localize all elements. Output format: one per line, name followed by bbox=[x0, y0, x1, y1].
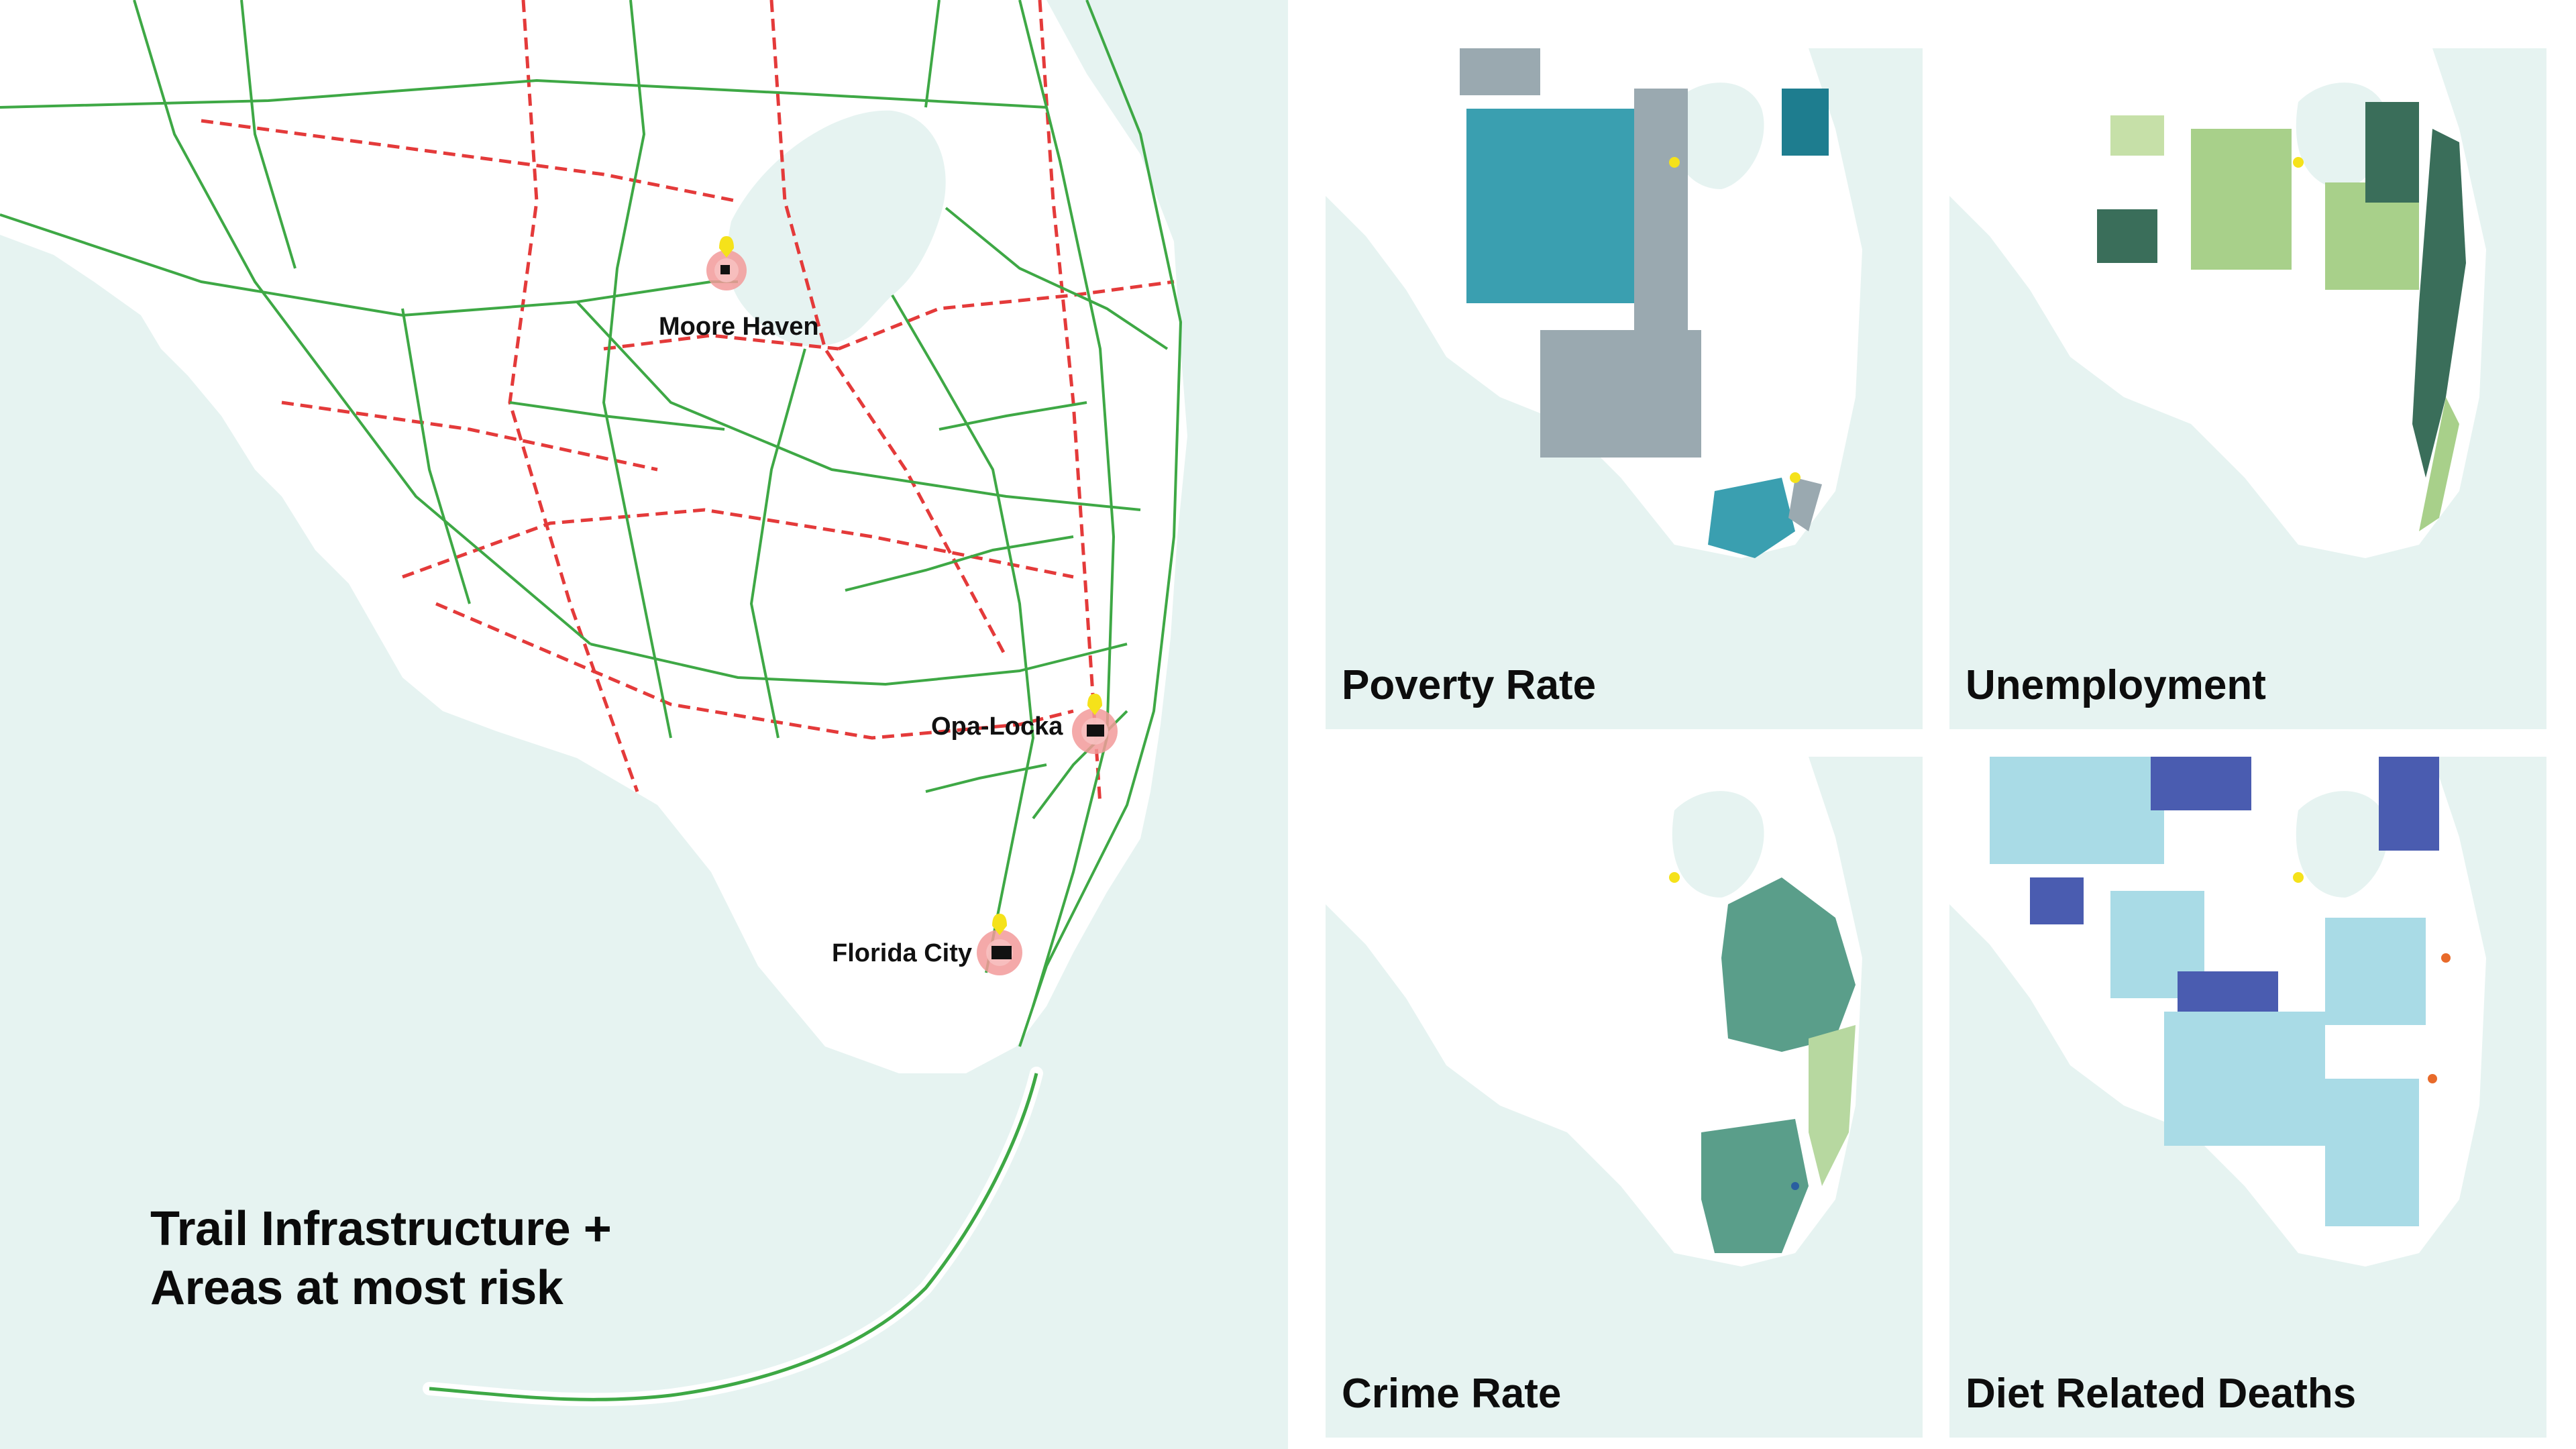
map-title-line1: Trail Infrastructure + bbox=[150, 1202, 612, 1256]
unemployment-map bbox=[1949, 48, 2486, 558]
panel-crime-rate: Crime Rate bbox=[1326, 757, 1923, 1438]
risk-opa-locka bbox=[1072, 694, 1118, 754]
florida-land bbox=[0, 0, 1187, 1073]
panel-label-crime-rate: Crime Rate bbox=[1342, 1371, 1562, 1417]
crime-map bbox=[1326, 757, 1862, 1267]
main-map: Moore Haven Opa-Locka Florida City Trail… bbox=[0, 0, 1288, 1449]
city-label-florida-city: Florida City bbox=[832, 939, 973, 967]
panel-diet-related-deaths: Diet Related Deaths bbox=[1949, 757, 2546, 1438]
risk-moore-haven bbox=[706, 236, 747, 290]
map-title: Trail Infrastructure + Areas at most ris… bbox=[150, 1199, 612, 1318]
map-title-line2: Areas at most risk bbox=[150, 1261, 564, 1315]
panel-label-unemployment: Unemployment bbox=[1966, 662, 2266, 708]
panel-poverty-rate: Poverty Rate bbox=[1326, 48, 1923, 729]
panel-label-poverty-rate: Poverty Rate bbox=[1342, 662, 1597, 708]
planned-trails bbox=[201, 0, 1175, 806]
diet-map bbox=[1949, 757, 2486, 1267]
city-label-moore-haven: Moore Haven bbox=[659, 313, 819, 341]
panel-label-diet-related-deaths: Diet Related Deaths bbox=[1966, 1371, 2357, 1417]
risk-florida-city bbox=[977, 914, 1022, 975]
main-map-canvas bbox=[0, 0, 1187, 1407]
existing-trails bbox=[0, 0, 1183, 1047]
panel-unemployment: Unemployment bbox=[1949, 48, 2546, 729]
poverty-map bbox=[1326, 48, 1862, 558]
city-label-opa-locka: Opa-Locka bbox=[931, 712, 1063, 741]
